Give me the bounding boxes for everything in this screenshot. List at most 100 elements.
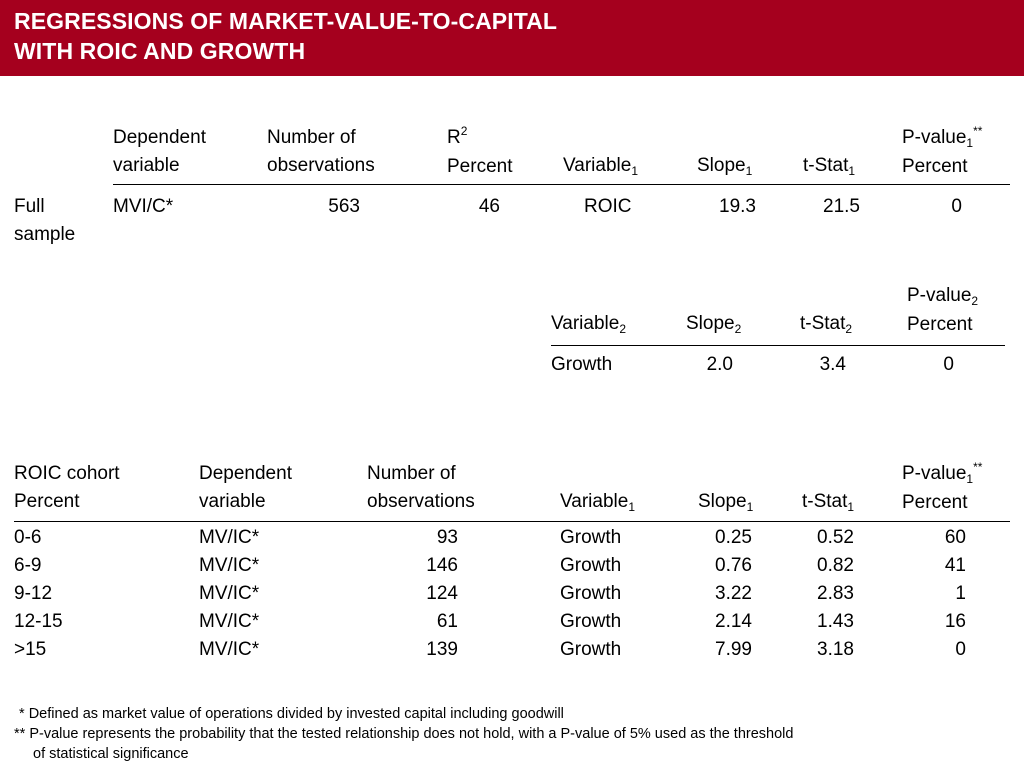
header-slope-subscript: 1 [745,164,753,178]
title-banner: REGRESSIONS OF MARKET-VALUE-TO-CAPITAL W… [0,0,1024,76]
footnote-1-mark: * [19,706,25,722]
cell-variable: Growth [560,583,622,604]
header-tstat-2-label: t-Stat [800,313,846,334]
header-pvalue-label: P-value [902,127,967,148]
cell-dependent: MV/IC* [199,583,260,604]
header-p-value-3: P-value1** Percent [902,460,982,517]
header-slope-3: Slope1 [698,488,753,517]
footnote-2-continuation: of statistical significance [33,746,189,762]
header-slope-1: Slope1 [697,152,752,181]
cell-t-stat-2: 3.4 [819,354,846,375]
cell-p-value: 0 [951,196,962,217]
cell-slope-2: 2.0 [706,354,733,375]
footnote-1-text: Defined as market value of operations di… [28,706,564,722]
header-pvalue-3-unit: Percent [902,492,968,513]
table-row: 9-12 [14,580,52,608]
cell-t-stat: 0.82 [817,555,854,576]
header-variable-3-subscript: 1 [628,500,635,514]
cell-dependent: MVI/C* [113,196,174,217]
cell-observations: 124 [426,583,458,604]
header-tstat-3-subscript: 1 [847,500,855,514]
cell-slope: 3.22 [715,583,752,604]
table-row: 12-15 [14,608,63,636]
cell-dependent: MV/IC* [199,611,260,632]
header-dependent-3-line-1: Dependent [199,463,292,484]
header-variable-3-label: Variable [560,491,629,512]
cell-cohort: 0-6 [14,527,42,548]
header-r2-superscript: 2 [460,124,468,138]
header-tstat-2-subscript: 2 [845,322,853,336]
header-roic-cohort: ROIC cohort Percent [14,460,120,516]
cell-variable: Growth [560,555,622,576]
table-row: 6-9 [14,552,41,580]
cell-p-value: 1 [955,583,966,604]
header-slope-label: Slope [697,155,746,176]
cell-cohort: 6-9 [14,555,42,576]
cell-p-value: 41 [944,555,966,576]
footnote-2-text: P-value represents the probability that … [29,726,794,742]
header-obs-3-line-2: observations [367,491,475,512]
header-pvalue-3-label: P-value [902,463,967,484]
header-tstat-subscript: 1 [848,164,856,178]
header-number-of-observations: Number of observations [267,124,375,180]
header-pvalue-2-subscript: 2 [971,294,979,308]
cell-observations: 93 [436,527,458,548]
header-variable-2-subscript: 2 [619,322,626,336]
cell-cohort: >15 [14,639,47,660]
header-r-squared: R2 Percent [447,124,512,181]
header-cohort-line-2: Percent [14,491,80,512]
header-r2-label: R [447,127,461,148]
table-2-header-rule [551,345,1005,346]
header-dependent-variable: Dependent variable [113,124,206,180]
header-pvalue-superscript: ** [973,124,983,138]
cell-t-stat: 2.83 [817,583,854,604]
cell-t-stat: 21.5 [823,196,860,217]
header-cohort-line-1: ROIC cohort [14,463,120,484]
cell-cohort: 9-12 [14,583,53,604]
header-dependent-variable-3: Dependent variable [199,460,292,516]
header-dependent-line-1: Dependent [113,127,206,148]
header-t-stat-1: t-Stat1 [803,152,855,181]
header-slope-2: Slope2 [686,310,741,339]
header-r2-unit: Percent [447,156,513,177]
header-pvalue-2-unit: Percent [907,314,973,335]
cell-variable: Growth [560,639,622,660]
header-pvalue-3-subscript: 1 [966,472,974,486]
header-slope-2-label: Slope [686,313,735,334]
cell-r-squared: 46 [478,196,500,217]
cell-slope: 7.99 [715,639,752,660]
header-slope-2-subscript: 2 [734,322,742,336]
header-obs-line-1: Number of [267,127,356,148]
header-slope-3-subscript: 1 [746,500,754,514]
table-row: 0-6 [14,524,41,552]
cell-t-stat: 3.18 [817,639,854,660]
cell-p-value: 0 [955,639,966,660]
cell-t-stat: 1.43 [817,611,854,632]
header-variable-label: Variable [563,155,632,176]
cell-variable: Growth [560,527,622,548]
cell-p-value-2: 0 [943,354,954,375]
footnote-1: * Defined as market value of operations … [19,704,564,724]
header-pvalue-3-superscript: ** [973,460,983,474]
header-obs-line-2: observations [267,155,375,176]
cell-dependent: MV/IC* [199,527,260,548]
cell-slope: 0.25 [715,527,752,548]
cell-observations: 146 [426,555,458,576]
cell-slope: 2.14 [715,611,752,632]
footnote-2-mark: ** [14,726,26,742]
cell-p-value: 60 [944,527,966,548]
slide-title: REGRESSIONS OF MARKET-VALUE-TO-CAPITAL W… [14,6,557,66]
header-tstat-3-label: t-Stat [802,491,848,512]
table-row: >15 [14,636,46,664]
slide-title-line-1: REGRESSIONS OF MARKET-VALUE-TO-CAPITAL [14,8,558,34]
header-variable-subscript: 1 [631,164,638,178]
cell-t-stat: 0.52 [817,527,854,548]
row-label-line-1: Full [14,196,45,217]
header-p-value-2: P-value2 Percent [907,282,978,339]
cell-observations: 61 [436,611,458,632]
header-t-stat-3: t-Stat1 [802,488,854,517]
cell-variable: ROIC [584,196,632,217]
header-pvalue-2-label: P-value [907,285,972,306]
cell-cohort: 12-15 [14,611,63,632]
cell-dependent: MV/IC* [199,555,260,576]
